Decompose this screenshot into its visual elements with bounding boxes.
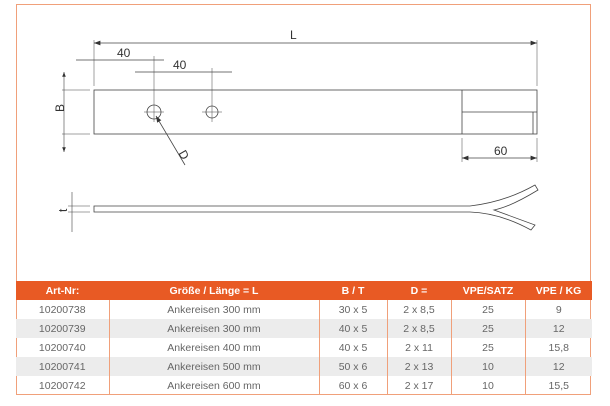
table-cell: Ankereisen 300 mm [108,319,319,338]
table-cell: 2 x 11 [386,338,451,357]
side-view [68,184,539,232]
table-cell: 15,5 [524,376,592,395]
dim-40-second: 40 [173,58,187,72]
dim-B: B [53,104,67,112]
table-cell: 2 x 17 [386,376,451,395]
table-cell: 50 x 6 [318,357,387,376]
table-cell: 10200738 [38,303,86,316]
table-cell: Ankereisen 400 mm [108,338,319,357]
table-cell: 10200742 [38,379,86,392]
table-cell: 12 [524,319,592,338]
table-cell: 10 [450,376,525,395]
table-cell: 25 [450,300,525,319]
table-cell: Ankereisen 300 mm [108,300,319,319]
table-cell: 40 x 5 [318,319,387,338]
table-cell: 9 [524,300,592,319]
table-cell: 12 [524,357,592,376]
top-view [62,40,538,166]
table-cell: 25 [450,338,525,357]
dim-D: D [176,148,193,163]
table-cell: 10200740 [38,341,86,354]
header-vpe-kg: VPE / KG [525,281,592,300]
header-d: D = [387,281,451,300]
dim-40-first: 40 [117,46,131,60]
table-cell: 30 x 5 [318,300,387,319]
table-cell: 10 [450,357,525,376]
table-cell: 10200739 [16,319,109,338]
table-cell: Ankereisen 600 mm [108,376,319,395]
table-cell: 10200741 [16,357,109,376]
product-table: Art-Nr: Größe / Länge = L B / T D = VPE/… [16,281,592,395]
table-cell: Ankereisen 500 mm [108,357,319,376]
table-cell: 2 x 8,5 [386,300,451,319]
table-cell: 15,8 [524,338,592,357]
dim-t: t [56,208,70,212]
table-cell: 25 [450,319,525,338]
table-cell: 40 x 5 [318,338,387,357]
technical-drawing: L 40 40 B D 60 t [53,28,539,232]
table-cell: 2 x 13 [386,357,451,376]
table-cell: 2 x 8,5 [386,319,451,338]
dim-60: 60 [494,144,508,158]
header-vpe-satz: VPE/SATZ [451,281,525,300]
table-header: Art-Nr: Größe / Länge = L B / T D = VPE/… [16,281,592,300]
header-art-nr: Art-Nr: [16,281,109,300]
table-cell: 60 x 6 [318,376,387,395]
header-size: Größe / Länge = L [109,281,319,300]
dim-L: L [290,28,297,42]
header-bt: B / T [319,281,387,300]
